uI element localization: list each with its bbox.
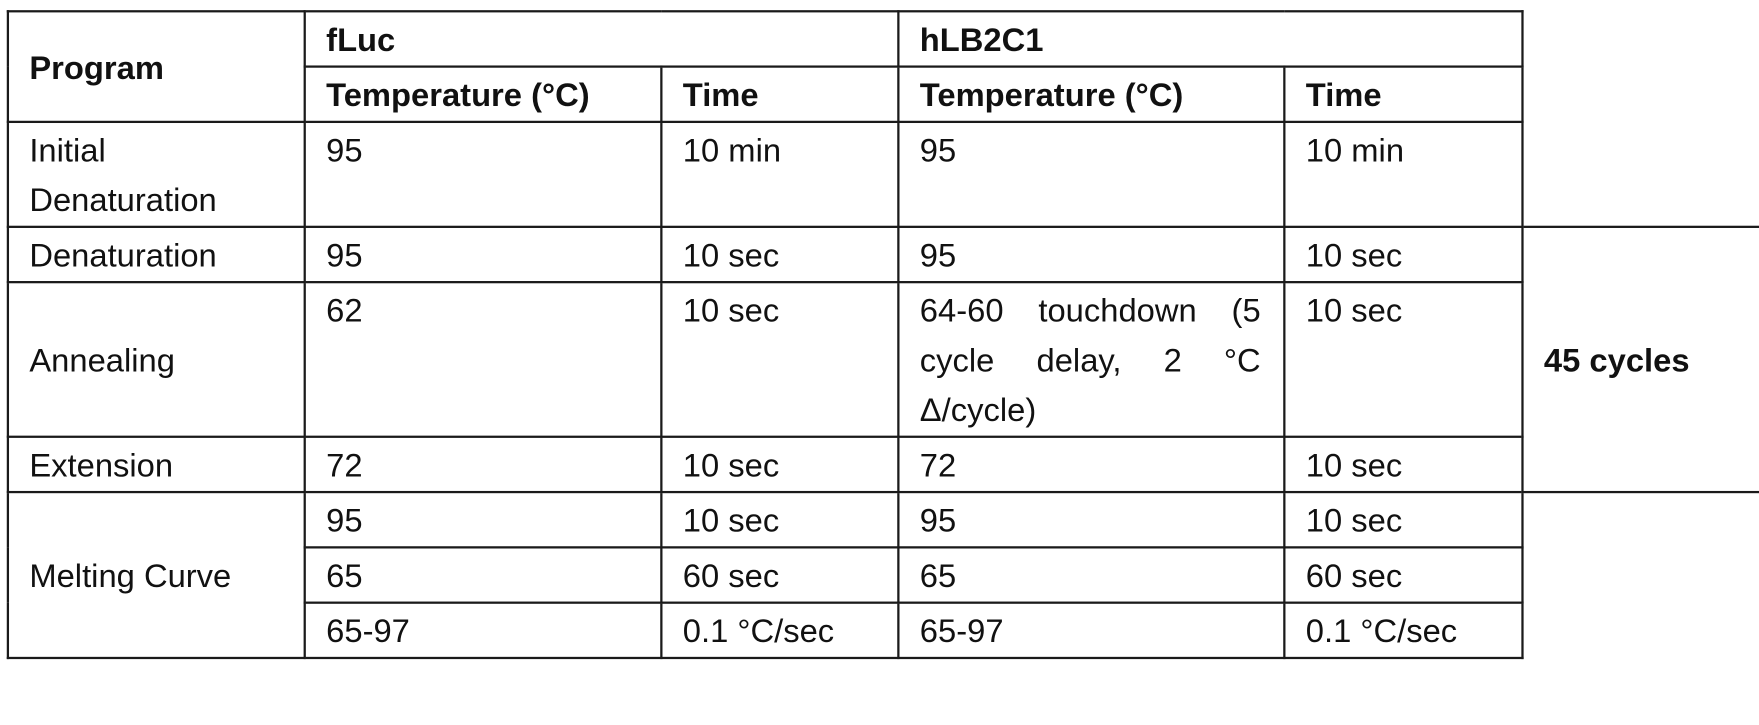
header-fluc-temperature: Temperature (°C) [303,65,663,124]
program-cell: Initial Denaturation [6,120,306,228]
header-program: Program [6,10,306,124]
fluc-time-cell: 10 sec [660,435,900,494]
table-row: Extension 72 10 sec 72 10 sec [6,435,1759,494]
spacer-cell [1522,67,1759,122]
hlb2c1-time-cell: 10 sec [1283,435,1524,494]
fluc-time-cell: 10 min [660,120,900,228]
spacer-cell [1522,492,1759,547]
header-row-groups: Program fLuc hLB2C1 [6,10,1759,124]
hlb2c1-time-cell: 10 sec [1283,225,1524,284]
hlb2c1-time-cell: 60 sec [1283,546,1524,604]
fluc-temp-cell: 65 [303,546,663,604]
table-row: Melting Curve 95 10 sec 95 10 sec [6,490,1759,660]
hlb2c1-time-cell: 10 min [1283,120,1524,228]
spacer-cell [1522,603,1759,658]
header-fluc-time: Time [660,65,900,124]
fluc-temp-cell: 72 [303,435,663,494]
hlb2c1-temp-cell: 64-60 touchdown (5 cycle delay, 2 °C Δ/c… [897,281,1286,438]
hlb2c1-temp-cell: 95 [897,225,1286,284]
hlb2c1-temp-cell: 65 [897,546,1286,604]
hlb2c1-temp-cell: 72 [897,435,1286,494]
fluc-time-cell: 10 sec [660,225,900,284]
header-hlb2c1-time: Time [1283,65,1524,124]
spacer-cell [1522,547,1759,602]
fluc-temp-cell: 95 [303,225,663,284]
cycles-cell: 45 cycles [1521,225,1759,494]
pcr-program-table: Program fLuc hLB2C1 Temperature (°C) Tim… [6,10,1759,660]
hlb2c1-time-cell: 10 sec [1283,281,1524,438]
header-group-hlb2c1: hLB2C1 [897,10,1524,68]
fluc-temp-cell: 62 [303,281,663,438]
hlb2c1-temp-cell: 65-97 [897,601,1286,660]
spacer-cell [1522,11,1759,66]
table-row: Denaturation 95 10 sec 95 10 sec 45 cycl… [6,225,1759,494]
spacer-cell [1522,122,1759,227]
fluc-time-cell: 60 sec [660,546,900,604]
fluc-temp-cell: 95 [303,490,663,549]
table-row: Annealing 62 10 sec 64-60 touchdown (5 c… [6,281,1759,438]
program-cell: Denaturation [6,225,306,284]
header-hlb2c1-temperature: Temperature (°C) [897,65,1286,124]
table-row: Initial Denaturation 95 10 min 95 10 min [6,120,1759,228]
program-cell: Melting Curve [6,490,306,660]
header-row-columns: Temperature (°C) Time Temperature (°C) T… [8,65,1759,124]
fluc-temp-cell: 65-97 [303,601,663,660]
fluc-time-cell: 0.1 °C/sec [660,601,900,660]
hlb2c1-time-cell: 10 sec [1283,490,1524,549]
fluc-time-cell: 10 sec [660,281,900,438]
header-group-fluc: fLuc [303,10,900,68]
fluc-time-cell: 10 sec [660,490,900,549]
hlb2c1-temp-cell: 95 [897,120,1286,228]
hlb2c1-time-cell: 0.1 °C/sec [1283,601,1524,660]
program-cell: Extension [6,435,306,494]
table-row: 65 60 sec 65 60 sec [8,546,1759,604]
program-cell: Annealing [6,281,306,438]
fluc-temp-cell: 95 [303,120,663,228]
hlb2c1-temp-cell: 95 [897,490,1286,549]
